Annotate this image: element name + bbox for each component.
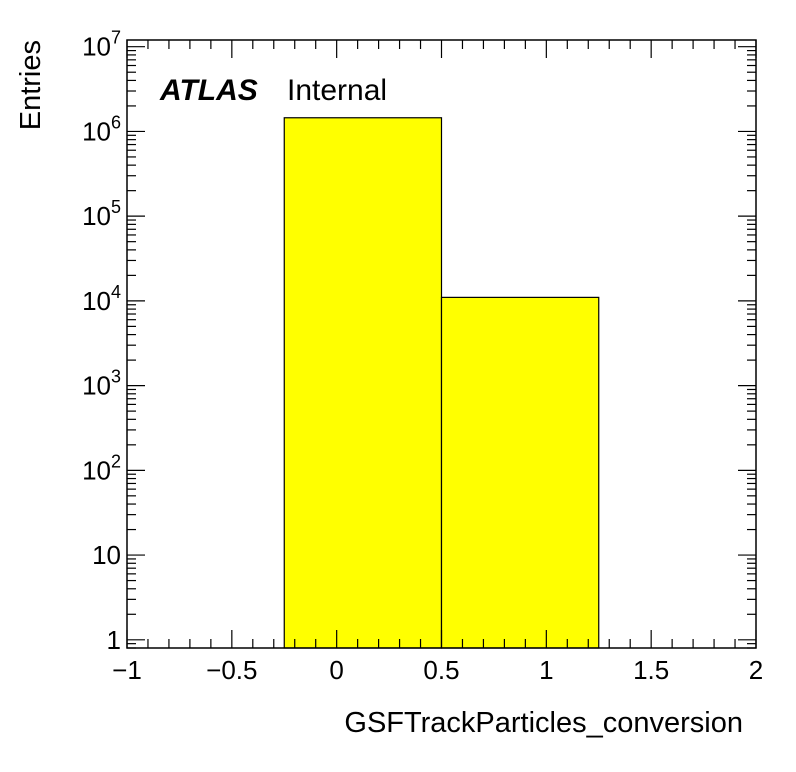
atlas-label: ATLAS [159, 74, 258, 107]
x-tick-label: 1.5 [633, 655, 669, 685]
plot-frame [126, 39, 757, 649]
axis-ticks [126, 40, 757, 649]
y-tick-label: 103 [82, 367, 121, 401]
y-tick-label: 104 [82, 282, 121, 316]
x-tick-label: 2 [749, 655, 763, 685]
x-tick-label: −1 [112, 655, 142, 685]
y-tick-label: 10 [92, 540, 121, 570]
histogram-bars [283, 117, 600, 649]
y-tick-label: 105 [82, 197, 121, 231]
histogram-bin-0 [283, 117, 443, 649]
x-tick-label: 0 [329, 655, 343, 685]
y-tick-label: 1 [107, 625, 121, 655]
x-tick-label: −0.5 [206, 655, 257, 685]
y-tick-label: 107 [82, 28, 121, 62]
x-tick-label: 0.5 [423, 655, 459, 685]
y-tick-label: 106 [82, 112, 121, 146]
x-tick-labels: −1 −0.5 0 0.5 1 1.5 2 [112, 655, 763, 685]
y-tick-labels: 1 10 102 103 104 105 106 107 [82, 28, 121, 655]
x-axis-label: GSFTrackParticles_conversion [344, 707, 743, 739]
y-axis-label: Entries [15, 40, 47, 130]
x-tick-label: 1 [539, 655, 553, 685]
internal-label: Internal [287, 74, 387, 107]
y-tick-label: 102 [82, 451, 121, 485]
histogram-bin-1 [440, 296, 600, 649]
